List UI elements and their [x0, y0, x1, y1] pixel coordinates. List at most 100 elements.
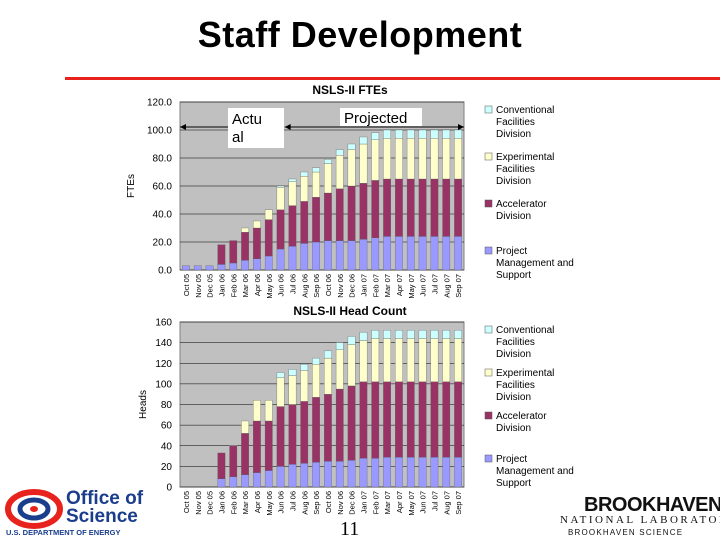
x-tick-label: Sep 07 [454, 491, 463, 515]
bar-segment [324, 394, 332, 462]
x-tick-label: Jun 07 [419, 491, 428, 514]
bar-segment [430, 178, 439, 237]
x-tick-label: Mar 06 [241, 491, 250, 514]
y-tick-label: 80 [161, 400, 173, 411]
bar-segment [371, 132, 380, 140]
bar-segment [418, 330, 427, 339]
x-tick-label: Oct 06 [324, 274, 333, 296]
bar-segment [264, 219, 273, 257]
bar-segment [395, 236, 403, 271]
x-tick-label: Oct 05 [182, 491, 191, 513]
x-tick-label: Apr 07 [395, 491, 404, 513]
bar-segment [264, 255, 273, 271]
legend-swatch [484, 105, 493, 114]
bar-segment [406, 138, 415, 180]
bar-segment [371, 139, 380, 181]
x-tick-label: Jan 06 [217, 274, 226, 297]
ftes-chart: NSLS-II FTEs 0.0 20.0 40.0 60.0 80.0 100.0 120.… [126, 83, 574, 299]
bar-segment [288, 181, 297, 206]
x-tick-label: Mar 07 [383, 491, 392, 514]
title-rule [65, 77, 720, 80]
bar-segment [324, 163, 332, 194]
bar-segment [371, 180, 380, 238]
bar-segment [395, 338, 403, 382]
bar-segment [264, 470, 273, 488]
bar-segment [324, 461, 332, 488]
bar-segment [253, 400, 261, 422]
bar-segment [371, 338, 380, 382]
bar-segment [300, 401, 309, 464]
x-tick-label: Oct 06 [324, 491, 333, 513]
x-tick-label: Apr 07 [395, 274, 404, 296]
bar-segment [454, 236, 462, 271]
bar-segment [205, 265, 214, 271]
bar-segment [454, 456, 462, 488]
x-tick-label: Mar 06 [241, 274, 250, 297]
bar-segment [335, 461, 344, 488]
x-tick-label: Feb 07 [371, 491, 380, 514]
bar-segment [347, 460, 356, 488]
legend-swatch [484, 325, 493, 334]
x-tick-label: Sep 06 [312, 274, 321, 298]
bar-segment [359, 457, 368, 488]
bar-segment [312, 397, 320, 463]
bar-segment [276, 185, 285, 188]
y-tick-label: 100.0 [147, 126, 172, 137]
legend-label: Conventional Facilities Division [496, 325, 554, 360]
bar-segment [406, 129, 415, 139]
bar-segment [324, 357, 332, 395]
y-tick-label: 0 [166, 483, 172, 494]
x-tick-label: Jun 06 [277, 491, 286, 514]
x-tick-label: Oct 05 [182, 274, 191, 296]
bar-segment [430, 381, 439, 458]
bar-segment [312, 357, 320, 365]
bar-segment [241, 227, 249, 233]
x-tick-label: Jul 06 [288, 274, 297, 294]
bar-segment [241, 232, 249, 261]
bar-segment [335, 388, 344, 462]
bar-segment [430, 129, 439, 139]
y-axis-label: Heads [138, 390, 149, 419]
x-tick-label: Jun 06 [277, 274, 286, 297]
bar-segment [288, 205, 297, 247]
actual-label: Actu al [232, 111, 262, 146]
bar-segment [276, 377, 285, 407]
bar-segment [454, 381, 462, 458]
bar-segment [264, 400, 273, 422]
x-tick-label: May 07 [407, 274, 416, 299]
doe-science-text: Science [66, 506, 138, 527]
legend-swatch [484, 246, 493, 255]
bar-segment [335, 342, 344, 350]
doe-swirl-icon [5, 489, 63, 529]
y-tick-label: 100 [155, 379, 172, 390]
bar-segment [395, 138, 403, 180]
bar-segment [454, 338, 462, 382]
y-tick-label: 160 [155, 318, 172, 329]
bar-segment [335, 240, 344, 271]
bar-segment [395, 129, 403, 139]
bar-segment [395, 381, 403, 458]
bar-segment [276, 406, 285, 467]
bar-segment [229, 445, 238, 477]
y-tick-label: 20 [161, 462, 173, 473]
legend-swatch [484, 454, 493, 463]
bar-segment [335, 155, 344, 189]
projected-label: Projected [344, 110, 407, 127]
bar-segment [371, 330, 380, 339]
x-tick-label: Dec 05 [206, 491, 215, 515]
page-number: 11 [340, 518, 360, 540]
bar-segment [300, 171, 309, 177]
bar-segment [383, 236, 391, 271]
bar-segment [359, 239, 368, 271]
bar-segment [241, 420, 249, 434]
bar-segment [406, 456, 415, 488]
bar-segment [253, 472, 261, 488]
bar-segment [276, 248, 285, 271]
legend-label: Project Management and Support [496, 246, 574, 281]
bar-segment [430, 138, 439, 180]
bar-segment [241, 474, 249, 488]
x-tick-label: Apr 06 [253, 491, 262, 513]
bar-segment [312, 171, 320, 198]
x-tick-label: May 06 [265, 491, 274, 516]
bar-segment [442, 129, 451, 139]
